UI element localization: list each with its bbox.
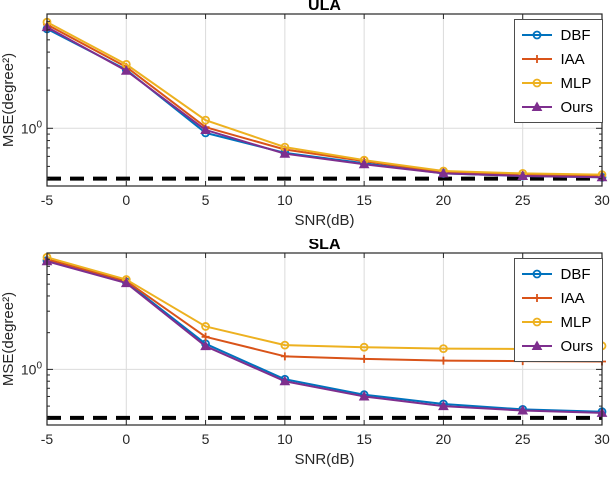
legend-label-ours: Ours	[560, 337, 593, 355]
x-axis-label: SNR(dB)	[294, 212, 354, 229]
legend-item-ours: Ours	[520, 334, 593, 358]
marker-triangle	[120, 277, 132, 288]
legend-label-ours: Ours	[560, 98, 593, 116]
legend-sample-ours	[522, 101, 553, 111]
legend-sample-iaa	[522, 294, 553, 302]
marker-circle	[201, 322, 210, 331]
x-tick-label: 15	[356, 192, 372, 208]
x-tick-label: 0	[122, 431, 130, 447]
legend-item-ours: Ours	[520, 95, 593, 119]
series-line-ours	[46, 26, 603, 179]
marker-plus	[533, 55, 542, 63]
legend-label-dbf: DBF	[560, 26, 591, 44]
plot-background	[47, 253, 602, 425]
marker-circle	[533, 269, 542, 279]
marker-circle	[533, 317, 542, 327]
series-line-iaa	[46, 258, 603, 363]
marker-circle	[533, 78, 542, 88]
y-tick-label: 100	[21, 119, 43, 136]
x-tick-label: 25	[515, 192, 531, 208]
legend-item-dbf: DBF	[520, 23, 593, 47]
chart-title: SLA	[309, 239, 341, 253]
x-tick-label: 30	[594, 431, 610, 447]
marker-triangle	[358, 390, 370, 401]
legend-label-iaa: IAA	[560, 50, 585, 68]
legend-item-dbf: DBF	[520, 262, 593, 286]
marker-triangle	[279, 148, 291, 158]
x-tick-label: -5	[41, 192, 54, 208]
x-axis-label: SNR(dB)	[294, 451, 354, 468]
legend-item-iaa: IAA	[520, 286, 593, 310]
x-tick-label: 20	[436, 192, 452, 208]
chart-ula: -5 0 5 10 15 20 25 30 100 ULA SNR(dB) MSE(degree²) …	[0, 0, 610, 229]
legend-sample-iaa	[522, 55, 553, 63]
legend-sample-mlp	[522, 78, 553, 88]
x-tick-label: 15	[356, 431, 372, 447]
x-tick-label: 10	[277, 431, 293, 447]
legend-item-mlp: MLP	[520, 310, 593, 334]
x-tick-label: 20	[436, 431, 452, 447]
legend-label-mlp: MLP	[560, 74, 592, 92]
x-tick-label: 10	[277, 192, 293, 208]
legend-label-dbf: DBF	[560, 265, 591, 283]
marker-triangle	[200, 340, 211, 351]
marker-plus	[439, 356, 448, 365]
y-tick-label: 100	[21, 360, 43, 377]
marker-plus	[360, 354, 369, 363]
marker-circle	[533, 30, 542, 40]
series-markers-ours	[41, 21, 608, 182]
marker-plus	[533, 294, 542, 302]
marker-circle	[359, 342, 369, 352]
chart-title: ULA	[308, 0, 341, 14]
chart-svg-sla: -5 0 5 10 15 20 25 30 100 SLA SNR(dB) MSE(degree²)	[0, 239, 610, 468]
series-line-ours	[46, 260, 603, 414]
marker-plus	[201, 332, 210, 341]
legend-ula: DBF IAA MLP Ours	[514, 19, 603, 123]
marker-triangle	[438, 167, 449, 178]
legend-sample-dbf	[522, 30, 553, 40]
x-tick-label: 5	[202, 192, 210, 208]
marker-triangle	[532, 101, 543, 111]
marker-triangle	[358, 158, 370, 169]
x-tick-label: 5	[202, 431, 210, 447]
marker-plus	[280, 352, 289, 361]
legend-item-iaa: IAA	[520, 47, 593, 71]
marker-triangle	[517, 405, 529, 415]
chart-svg-ula: -5 0 5 10 15 20 25 30 100 ULA SNR(dB) MSE(degree²)	[0, 0, 610, 229]
marker-triangle	[200, 124, 211, 134]
x-tick-label: 0	[122, 192, 130, 208]
legend-sample-ours	[522, 340, 553, 350]
marker-triangle	[279, 375, 291, 386]
marker-triangle	[532, 340, 543, 350]
marker-triangle	[517, 170, 529, 180]
chart-sla: -5 0 5 10 15 20 25 30 100 SLA SNR(dB) MSE(degree²) …	[0, 239, 610, 478]
marker-triangle	[120, 65, 132, 75]
legend-label-iaa: IAA	[560, 289, 585, 307]
series-line-mlp	[46, 21, 603, 176]
legend-sample-dbf	[522, 269, 553, 279]
series-markers-ours	[41, 255, 608, 417]
x-tick-label: 30	[594, 192, 610, 208]
marker-triangle	[438, 400, 449, 411]
legend-sample-mlp	[522, 317, 553, 327]
series-line-mlp	[46, 256, 603, 350]
legend-item-mlp: MLP	[520, 71, 593, 95]
x-tick-label: 25	[515, 431, 531, 447]
marker-circle	[201, 115, 210, 125]
legend-label-mlp: MLP	[560, 313, 592, 331]
y-axis-label: MSE(degree²)	[0, 53, 17, 147]
series-line-iaa	[46, 23, 603, 177]
legend-sla: DBF IAA MLP Ours	[514, 258, 603, 362]
y-axis-label: MSE(degree²)	[0, 292, 17, 386]
marker-circle	[280, 340, 290, 350]
marker-circle	[439, 344, 448, 354]
x-tick-label: -5	[41, 431, 54, 447]
